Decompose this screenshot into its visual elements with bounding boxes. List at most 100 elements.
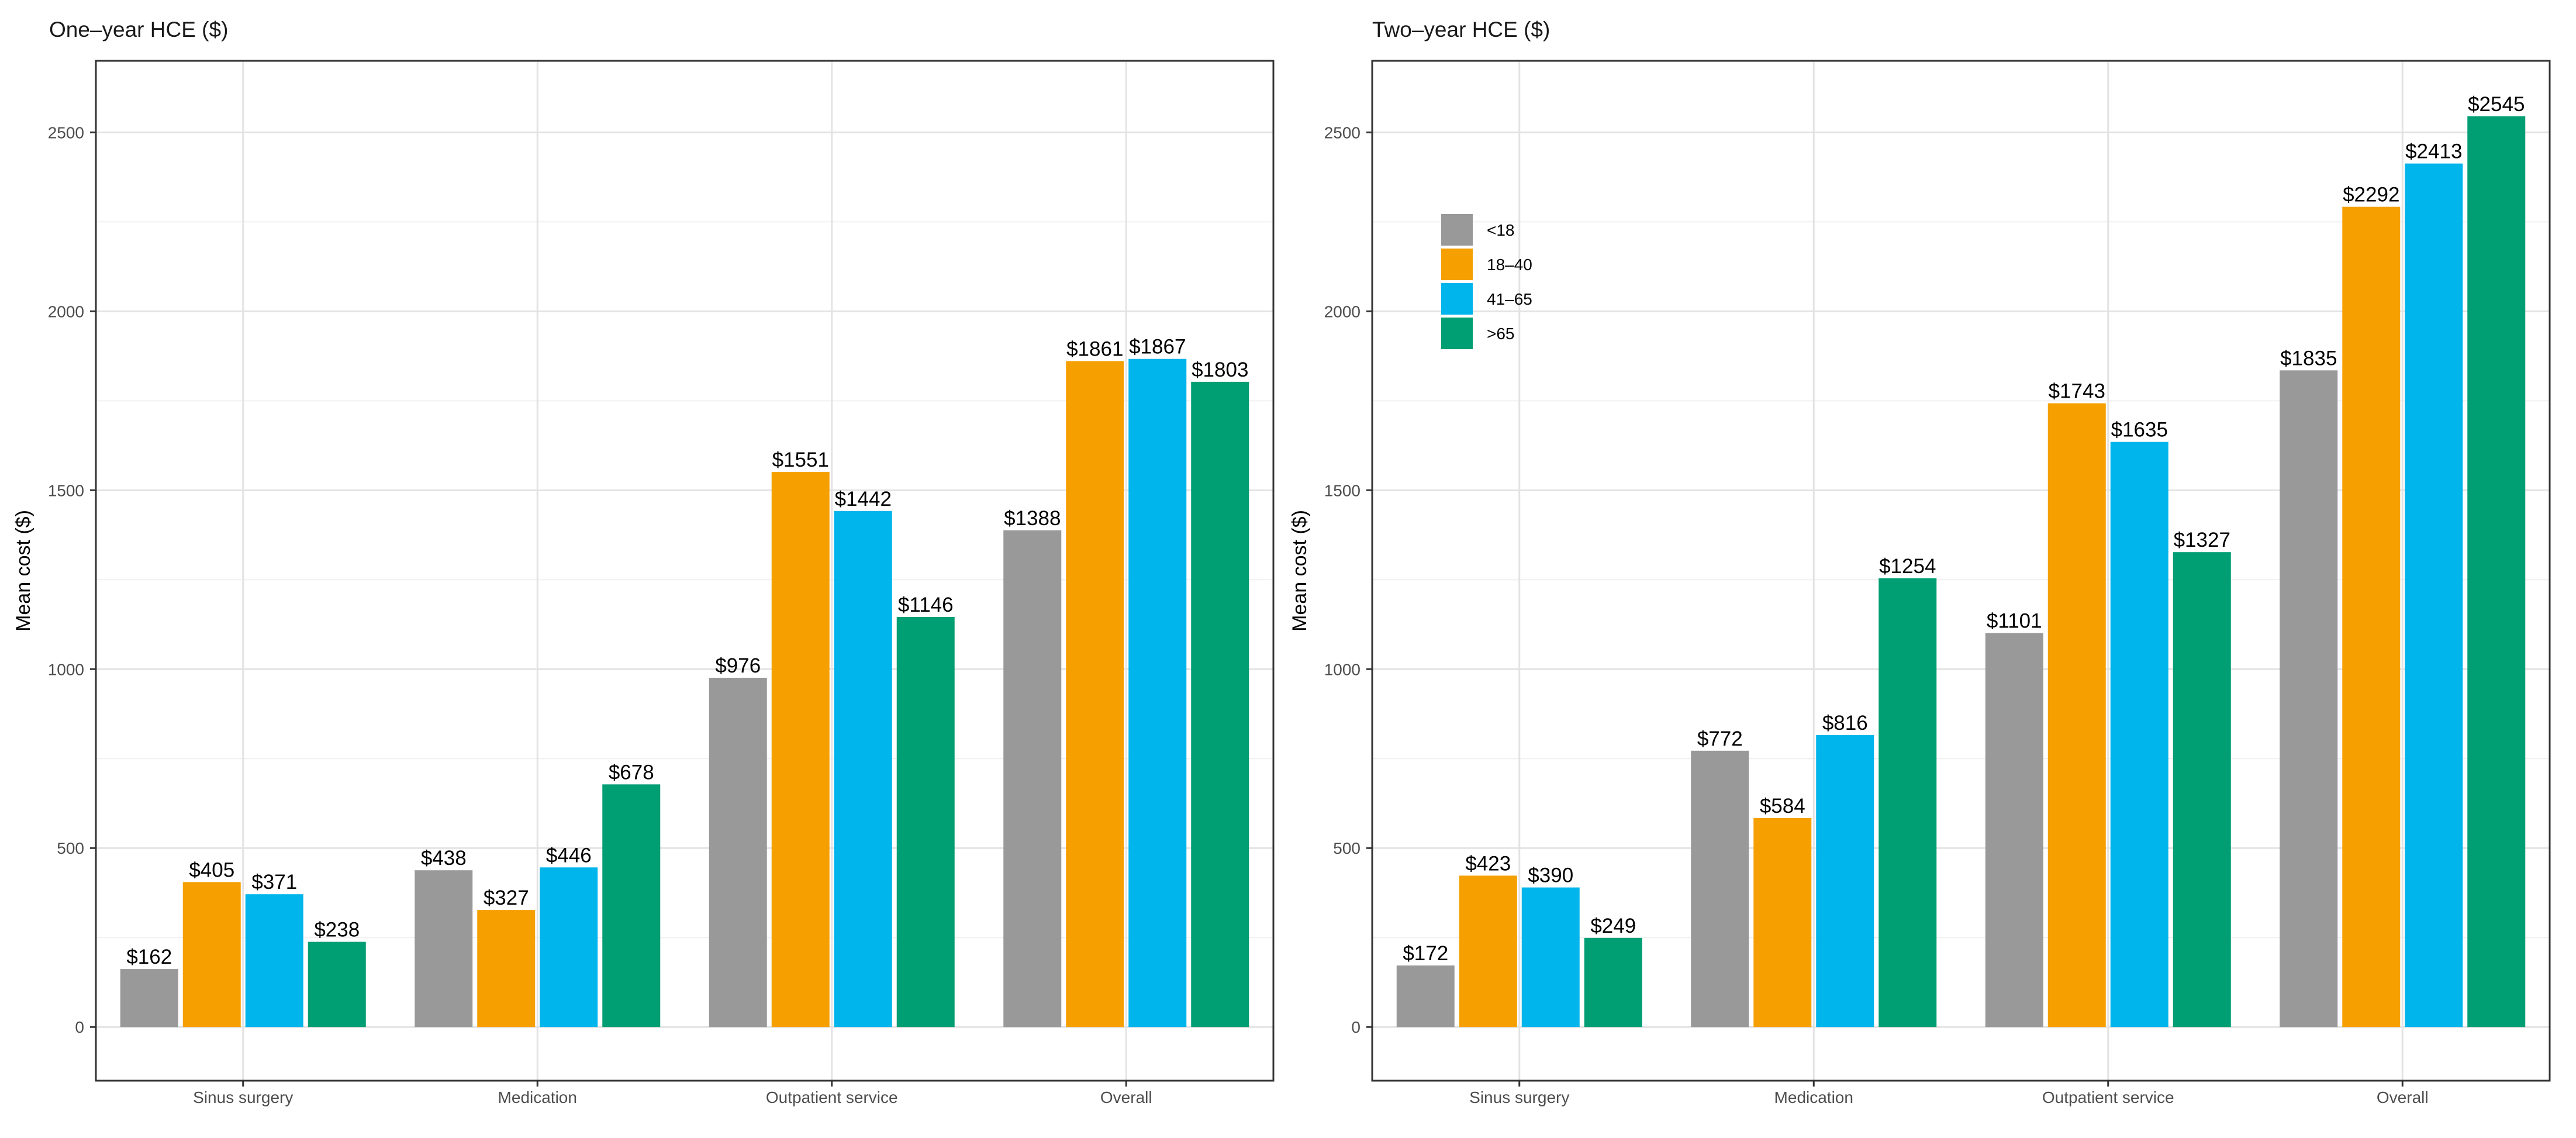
chart-title: Two–year HCE ($) (1372, 18, 1550, 42)
x-tick-label: Overall (1100, 1088, 1152, 1106)
bar-value-label: $1861 (1066, 337, 1123, 360)
bar-4-4 (1191, 381, 1249, 1027)
y-tick-label: 500 (1333, 839, 1360, 857)
y-tick-label: 1500 (1324, 481, 1360, 499)
x-tick-label: Medication (1774, 1088, 1853, 1106)
y-tick-label: 1500 (48, 481, 84, 499)
x-tick-label: Overall (2377, 1088, 2429, 1106)
bar-value-label: $249 (1590, 915, 1636, 937)
bar-1-2 (1691, 750, 1749, 1027)
legend-label-4: >65 (1487, 325, 1515, 343)
bar-value-label: $1388 (1004, 507, 1061, 530)
bar-value-label: $1254 (1879, 555, 1936, 578)
bar-value-label: $238 (314, 919, 360, 942)
bar-4-1 (308, 942, 366, 1027)
bar-2-1 (1459, 875, 1517, 1027)
bar-2-2 (1753, 818, 1812, 1027)
bar-1-3 (709, 677, 767, 1027)
bar-4-3 (2173, 552, 2231, 1027)
bar-1-1 (120, 969, 178, 1027)
y-tick-label: 0 (75, 1018, 84, 1036)
bar-value-label: $772 (1697, 727, 1743, 750)
y-axis-label: Mean cost ($) (1289, 510, 1311, 632)
chart-panel-1: One–year HCE ($) 0 500 1000 1500 2000 2500 $162… (12, 18, 1275, 1106)
y-tick-label: 1000 (1324, 660, 1360, 678)
bar-1-4 (1003, 530, 1062, 1027)
bar-value-label: $423 (1465, 852, 1511, 875)
y-tick-label: 0 (1351, 1018, 1360, 1036)
bar-2-4 (1066, 361, 1124, 1027)
bar-4-2 (602, 784, 661, 1027)
bar-1-3 (1985, 633, 2043, 1027)
bar-1-2 (415, 870, 473, 1027)
y-axis-label: Mean cost ($) (12, 510, 34, 632)
bar-2-4 (2342, 206, 2401, 1027)
bar-value-label: $1442 (835, 488, 892, 511)
bar-2-2 (477, 910, 536, 1027)
bar-value-label: $1803 (1192, 358, 1248, 381)
bar-value-label: $1551 (772, 449, 829, 471)
x-tick-label: Sinus surgery (1469, 1088, 1569, 1106)
legend-key-2 (1441, 249, 1473, 280)
y-tick-label: 1000 (48, 660, 84, 678)
x-tick-label: Outpatient service (2042, 1088, 2174, 1106)
plot-border (1371, 60, 2551, 1082)
legend-label-1: <18 (1487, 221, 1515, 239)
y-tick-label: 2500 (1324, 123, 1360, 142)
bar-3-2 (1816, 734, 1874, 1027)
bar-value-label: $678 (609, 761, 654, 784)
bar-value-label: $172 (1403, 942, 1448, 965)
bar-value-label: $1743 (2049, 380, 2105, 403)
bar-value-label: $2413 (2405, 140, 2462, 163)
bar-2-3 (771, 472, 830, 1027)
bar-3-3 (2110, 442, 2168, 1027)
bar-value-label: $371 (251, 871, 297, 894)
bar-value-label: $1867 (1129, 336, 1186, 358)
bar-value-label: $1101 (1987, 609, 2042, 632)
x-tick-label: Sinus surgery (193, 1088, 293, 1106)
bar-value-label: $1835 (2280, 347, 2337, 370)
y-tick-label: 2000 (1324, 302, 1360, 320)
legend-key-4 (1441, 318, 1473, 349)
bar-value-label: $1635 (2111, 419, 2168, 442)
bar-3-3 (834, 511, 892, 1027)
legend-label-2: 18–40 (1487, 256, 1532, 274)
bar-3-2 (540, 867, 598, 1027)
bar-value-label: $1327 (2174, 529, 2230, 551)
chart-title: One–year HCE ($) (49, 18, 228, 42)
x-tick-label: Medication (498, 1088, 577, 1106)
bar-3-1 (245, 894, 303, 1027)
bar-value-label: $976 (715, 654, 761, 677)
bar-4-1 (1584, 937, 1642, 1027)
bar-value-label: $816 (1822, 712, 1868, 734)
y-tick-label: 500 (57, 839, 84, 857)
legend-key-1 (1441, 214, 1473, 246)
y-tick-label: 2000 (48, 302, 84, 320)
bar-3-4 (2405, 163, 2463, 1027)
legend-label-3: 41–65 (1487, 290, 1532, 308)
bar-4-3 (896, 616, 955, 1027)
bar-value-label: $446 (546, 844, 592, 867)
bar-value-label: $327 (484, 887, 529, 909)
bar-value-label: $390 (1528, 864, 1573, 887)
plot-border (95, 60, 1275, 1082)
chart-panel-2: Two–year HCE ($) 0 500 1000 1500 2000 2500 $172… (1289, 18, 2551, 1106)
bar-value-label: $162 (126, 946, 172, 968)
bar-2-3 (2047, 403, 2106, 1027)
bar-value-label: $584 (1760, 795, 1805, 818)
bar-4-2 (1879, 578, 1937, 1027)
bar-1-4 (2280, 370, 2338, 1027)
bar-1-1 (1396, 965, 1455, 1027)
bar-4-4 (2467, 116, 2526, 1027)
bar-value-label: $438 (421, 847, 467, 870)
x-tick-label: Outpatient service (766, 1088, 898, 1106)
bar-value-label: $2292 (2343, 184, 2399, 206)
bar-value-label: $2545 (2468, 93, 2525, 116)
legend: <18 18–40 41–65 >65 (1441, 214, 1532, 349)
bar-value-label: $1146 (898, 594, 954, 616)
y-tick-label: 2500 (48, 123, 84, 142)
bar-3-4 (1128, 358, 1187, 1027)
bar-value-label: $405 (189, 858, 234, 881)
